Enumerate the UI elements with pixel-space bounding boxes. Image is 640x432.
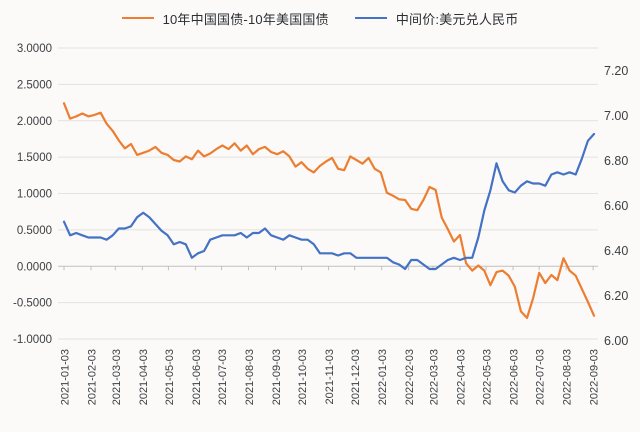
legend-item-usdcny: 中间价:美元兑人民币	[354, 9, 519, 28]
x-axis-tick-label: 2021-06-03	[191, 349, 203, 405]
left-axis-tick-label: 2.0000	[17, 116, 52, 128]
left-axis-tick-label: 0.0000	[17, 261, 52, 273]
left-axis-tick-label: -0.5000	[13, 298, 52, 310]
x-axis-tick-label: 2022-06-03	[509, 349, 521, 405]
x-axis-tick-label: 2021-01-03	[60, 349, 72, 405]
right-axis-tick-label: 7.00	[604, 109, 628, 123]
left-axis-tick-label: 3.0000	[17, 43, 52, 55]
x-axis-tick-label: 2021-03-03	[111, 349, 123, 405]
left-axis-tick-label: 1.0000	[17, 189, 52, 201]
x-axis-tick-label: 2022-09-03	[589, 349, 601, 405]
x-axis-tick-label: 2021-07-03	[217, 349, 229, 405]
x-axis-tick-label: 2022-03-03	[428, 349, 440, 405]
legend-label-usdcny: 中间价:美元兑人民币	[395, 11, 519, 27]
left-axis-tick-label: 0.5000	[17, 225, 52, 237]
x-axis-tick-label: 2022-08-03	[562, 349, 574, 405]
x-axis-tick-label: 2022-02-03	[404, 349, 416, 405]
x-axis-tick-label: 2021-10-03	[297, 349, 309, 405]
x-axis-tick-label: 2021-02-03	[86, 349, 98, 405]
x-axis-tick-label: 2021-12-03	[350, 349, 362, 405]
right-axis-tick-label: 6.20	[604, 289, 628, 303]
right-axis-tick-label: 6.60	[604, 199, 628, 213]
right-axis-tick-label: 6.40	[604, 244, 628, 258]
x-axis-tick-label: 2021-08-03	[244, 349, 256, 405]
x-axis-tick-label: 2022-04-03	[455, 349, 467, 405]
left-axis-tick-label: 2.5000	[17, 79, 52, 91]
right-axis-tick-label: 6.00	[604, 334, 628, 348]
chart-legend: 10年中国国债-10年美国国债 中间价:美元兑人民币	[0, 8, 640, 28]
x-axis-tick-label: 2022-05-03	[482, 349, 494, 405]
usdcny-series-line-swatch	[354, 17, 387, 19]
left-axis-tick-label: 1.5000	[17, 152, 52, 164]
x-axis-tick-label: 2021-05-03	[164, 349, 176, 405]
x-axis-tick-label: 2022-01-03	[377, 349, 389, 405]
legend-label-spread: 10年中国国债-10年美国国债	[162, 11, 329, 27]
x-axis-tick-label: 2021-11-03	[324, 349, 336, 404]
x-axis-tick-label: 2021-09-03	[271, 349, 283, 405]
spread-series-line-swatch	[121, 17, 154, 19]
series-line-usdcny	[62, 132, 596, 271]
x-axis-tick-label: 2022-07-03	[535, 349, 547, 405]
right-axis-tick-label: 7.20	[604, 64, 628, 78]
x-axis-tick-label: 2021-04-03	[138, 349, 150, 405]
legend-item-spread: 10年中国国债-10年美国国债	[121, 9, 329, 28]
right-axis-tick-label: 6.80	[604, 154, 628, 168]
series-line-spread	[62, 102, 596, 319]
left-axis-tick-label: -1.0000	[13, 334, 52, 346]
